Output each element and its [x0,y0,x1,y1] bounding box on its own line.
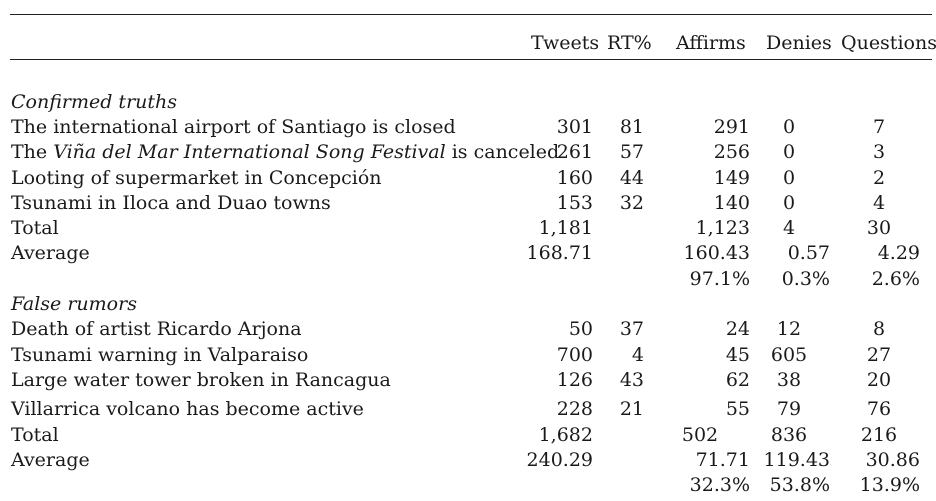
average-affirms: 71.71 [695,449,750,471]
average-denies: 0.57 [787,242,830,264]
cell-questions: 3 [872,141,886,163]
row-label: Looting of supermarket in Concepción [11,167,382,189]
cell-questions: 4 [872,192,886,214]
cell-tweets: 126 [556,369,593,391]
row-label: The international airport of Santiago is… [11,116,456,138]
cell-questions: 8 [872,318,886,340]
col-header-affirms: Affirms [676,32,746,54]
cell-tweets: 153 [556,192,593,214]
section-title-confirmed: Confirmed truths [11,91,178,113]
cell-affirms: 256 [713,141,750,163]
cell-rt: 21 [619,398,644,420]
cell-questions: 2 [872,167,886,189]
cell-tweets: 301 [556,116,593,138]
cell-tweets: 160 [556,167,593,189]
average-label: Average [11,242,90,264]
cell-rt: 57 [619,141,644,163]
row-label: Tsunami warning in Valparaiso [11,344,309,366]
percent-denies: 53.8% [769,474,830,496]
cell-questions: 20 [866,369,892,391]
header-bottom-rule [10,59,932,60]
row-label-prefix: The [11,141,54,163]
average-tweets: 240.29 [526,449,593,471]
row-label: The Viña del Mar International Song Fest… [11,141,559,163]
cell-rt: 44 [619,167,644,189]
percent-questions: 13.9% [859,474,920,496]
average-tweets: 168.71 [526,242,593,264]
row-label-suffix: is canceled [445,141,560,163]
cell-rt: 43 [619,369,644,391]
total-questions: 30 [866,217,892,239]
col-header-questions: Questions [841,32,936,54]
cell-denies: 0 [782,116,796,138]
cell-denies: 12 [776,318,802,340]
cell-denies: 605 [770,344,808,366]
row-label: Villarrica volcano has become active [11,398,364,420]
average-questions: 30.86 [865,449,920,471]
section-title-false-rumors: False rumors [11,293,137,315]
table-top-rule [10,14,932,15]
cell-denies: 38 [776,369,802,391]
cell-affirms: 45 [725,344,750,366]
percent-affirms: 97.1% [689,268,750,290]
cell-tweets: 261 [556,141,593,163]
percent-questions: 2.6% [871,268,920,290]
cell-rt: 81 [619,116,644,138]
cell-tweets: 228 [556,398,593,420]
total-tweets: 1,181 [538,217,593,239]
average-label: Average [11,449,90,471]
cell-questions: 7 [872,116,886,138]
average-questions: 4.29 [877,242,920,264]
percent-affirms: 32.3% [689,474,750,496]
row-label: Large water tower broken in Rancagua [11,369,391,391]
average-affirms: 160.43 [683,242,750,264]
total-denies: 4 [782,217,796,239]
cell-questions: 76 [866,398,892,420]
total-questions: 216 [860,424,898,446]
cell-denies: 0 [782,167,796,189]
total-affirms: 502 [681,424,719,446]
total-denies: 836 [770,424,808,446]
cell-rt: 37 [619,318,644,340]
cell-rt: 4 [631,344,644,366]
total-affirms: 1,123 [695,217,750,239]
col-header-denies: Denies [766,32,832,54]
cell-denies: 0 [782,192,796,214]
row-label: Death of artist Ricardo Arjona [11,318,302,340]
total-label: Total [11,424,59,446]
cell-tweets: 50 [568,318,593,340]
cell-denies: 79 [776,398,802,420]
cell-affirms: 24 [725,318,750,340]
total-tweets: 1,682 [538,424,593,446]
cell-rt: 32 [619,192,644,214]
cell-tweets: 700 [556,344,593,366]
festival-name: Viña del Mar International Song Festival [53,141,446,163]
cell-affirms: 140 [713,192,750,214]
cell-affirms: 62 [725,369,750,391]
col-header-rt: RT% [607,32,652,54]
cell-affirms: 291 [713,116,750,138]
col-header-tweets: Tweets [531,32,600,54]
cell-denies: 0 [782,141,796,163]
row-label: Tsunami in Iloca and Duao towns [11,192,331,214]
cell-affirms: 149 [713,167,750,189]
cell-questions: 27 [866,344,892,366]
total-label: Total [11,217,59,239]
percent-denies: 0.3% [781,268,830,290]
average-denies: 119.43 [763,449,830,471]
cell-affirms: 55 [725,398,750,420]
